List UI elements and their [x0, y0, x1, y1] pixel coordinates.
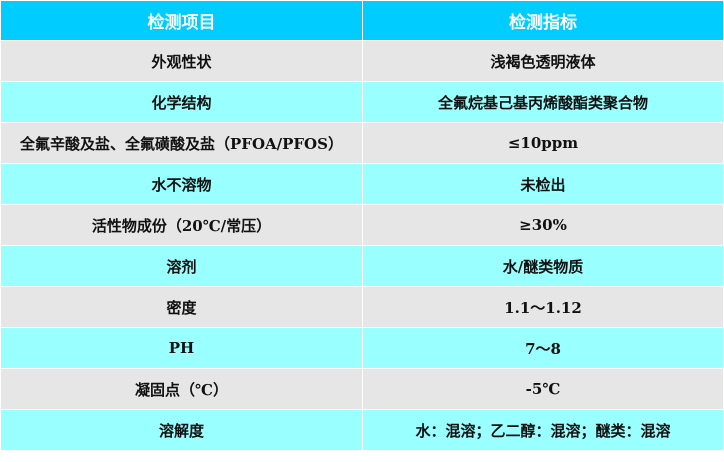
cell-item: 溶剂	[0, 245, 363, 287]
table-row: 外观性状 浅褐色透明液体	[0, 40, 724, 82]
table-row: 密度 1.1～1.12	[0, 286, 724, 328]
table-row: 溶剂 水/醚类物质	[0, 245, 724, 287]
header-row: 检测项目 检测指标	[0, 0, 724, 41]
cell-item: 溶解度	[0, 409, 363, 451]
table-row: 活性物成份（20℃/常压） ≥30%	[0, 204, 724, 246]
table-row: 凝固点（℃） -5℃	[0, 368, 724, 410]
table-row: 化学结构 全氟烷基己基丙烯酸酯类聚合物	[0, 81, 724, 123]
table-row: 水不溶物 未检出	[0, 163, 724, 205]
cell-item: 水不溶物	[0, 163, 363, 205]
cell-item: 外观性状	[0, 40, 363, 82]
cell-spec: 未检出	[362, 163, 724, 205]
table-row: 全氟辛酸及盐、全氟磺酸及盐（PFOA/PFOS） ≤10ppm	[0, 122, 724, 164]
cell-item: 活性物成份（20℃/常压）	[0, 204, 363, 246]
spec-table: 检测项目 检测指标 外观性状 浅褐色透明液体 化学结构 全氟烷基己基丙烯酸酯类聚合物全…	[0, 0, 724, 451]
cell-spec: 水/醚类物质	[362, 245, 724, 287]
table-row: 溶解度 水：混溶；乙二醇：混溶；醚类：混溶	[0, 409, 724, 451]
cell-spec: 浅褐色透明液体	[362, 40, 724, 82]
table-row: PH 7～8	[0, 327, 724, 369]
cell-spec: 7～8	[362, 327, 724, 369]
header-item: 检测项目	[0, 0, 363, 41]
header-spec: 检测指标	[362, 0, 724, 41]
cell-item: 密度	[0, 286, 363, 328]
cell-spec: 全氟烷基己基丙烯酸酯类聚合物	[362, 81, 724, 123]
cell-spec: 水：混溶；乙二醇：混溶；醚类：混溶	[362, 409, 724, 451]
cell-item: 全氟辛酸及盐、全氟磺酸及盐（PFOA/PFOS）	[0, 122, 363, 164]
cell-spec: ≥30%	[362, 204, 724, 246]
cell-item: 化学结构	[0, 81, 363, 123]
cell-spec: 1.1～1.12	[362, 286, 724, 328]
cell-spec: -5℃	[362, 368, 724, 410]
cell-spec: ≤10ppm	[362, 122, 724, 164]
cell-item: PH	[0, 327, 363, 369]
cell-item: 凝固点（℃）	[0, 368, 363, 410]
